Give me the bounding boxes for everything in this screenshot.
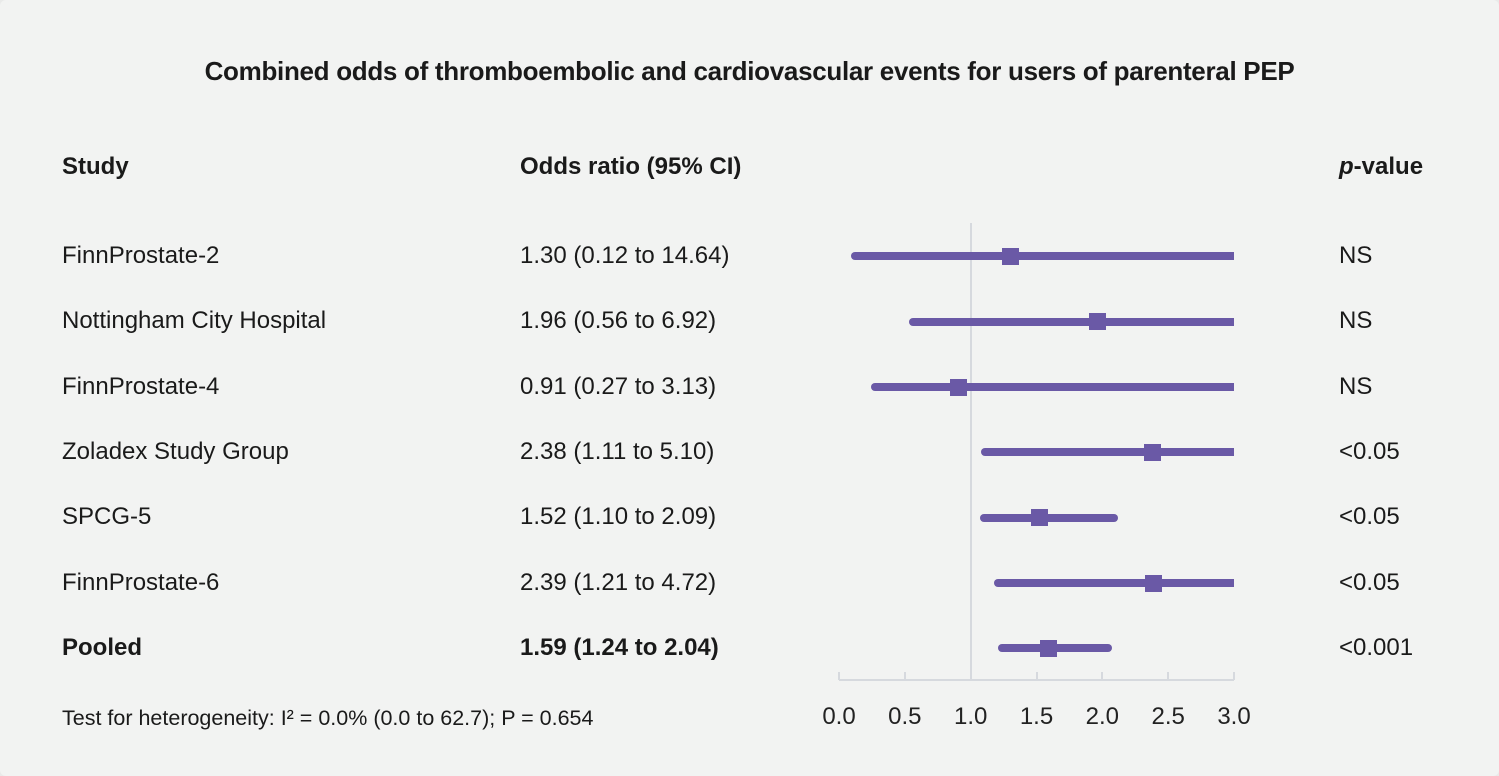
x-axis-tick-label: 0.5 xyxy=(888,703,922,730)
p-value: <0.05 xyxy=(1339,569,1400,596)
study-label: FinnProstate-4 xyxy=(62,373,220,400)
study-label: Pooled xyxy=(62,634,143,661)
study-label: SPCG-5 xyxy=(62,503,152,530)
odds-ratio-value: 1.96 (0.56 to 6.92) xyxy=(520,307,717,334)
column-header-odds-ratio: Odds ratio (95% CI) xyxy=(520,153,742,180)
p-value: NS xyxy=(1339,373,1373,400)
study-label: FinnProstate-2 xyxy=(62,242,220,269)
table-row: SPCG-5 1.52 (1.10 to 2.09) <0.05 xyxy=(0,502,1499,532)
table-row-pooled: Pooled 1.59 (1.24 to 2.04) <0.001 xyxy=(0,633,1499,663)
table-row: Nottingham City Hospital 1.96 (0.56 to 6… xyxy=(0,306,1499,336)
odds-ratio-value: 2.38 (1.11 to 5.10) xyxy=(520,438,715,465)
odds-ratio-value: 1.30 (0.12 to 14.64) xyxy=(520,242,730,269)
column-header-p-value: p-value xyxy=(1339,152,1423,182)
x-axis-line xyxy=(839,679,1234,681)
study-label: FinnProstate-6 xyxy=(62,569,220,596)
table-row: FinnProstate-4 0.91 (0.27 to 3.13) NS xyxy=(0,372,1499,402)
x-axis-tick-label: 1.0 xyxy=(953,703,988,730)
table-row: FinnProstate-6 2.39 (1.21 to 4.72) <0.05 xyxy=(0,568,1499,598)
p-value-header-italic-p: p xyxy=(1339,153,1354,180)
p-value: <0.05 xyxy=(1339,503,1400,530)
study-label: Zoladex Study Group xyxy=(62,438,289,465)
p-value: NS xyxy=(1339,307,1373,334)
odds-ratio-value: 1.59 (1.24 to 2.04) xyxy=(520,634,719,661)
table-row: FinnProstate-2 1.30 (0.12 to 14.64) NS xyxy=(0,241,1499,271)
x-axis-tick-label: 2.0 xyxy=(1085,703,1120,730)
p-value-header-rest: -value xyxy=(1353,153,1424,180)
heterogeneity-note: Test for heterogeneity: I² = 0.0% (0.0 t… xyxy=(62,706,594,730)
study-label: Nottingham City Hospital xyxy=(62,307,327,334)
x-axis-tick-label: 0.0 xyxy=(822,703,856,730)
x-axis-tick xyxy=(1233,672,1235,680)
x-axis-tick-label: 2.5 xyxy=(1151,703,1185,730)
x-axis-tick xyxy=(1167,672,1170,680)
p-value: NS xyxy=(1339,242,1373,269)
x-axis-tick xyxy=(838,672,840,680)
x-axis-tick-label: 1.5 xyxy=(1019,703,1054,730)
x-axis-tick xyxy=(1101,672,1104,680)
table-row: Zoladex Study Group 2.38 (1.11 to 5.10) … xyxy=(0,437,1499,467)
x-axis-tick xyxy=(1035,672,1038,680)
x-axis-tick xyxy=(969,672,972,680)
x-axis-tick-label: 3.0 xyxy=(1217,703,1251,730)
x-axis-tick xyxy=(903,672,906,680)
odds-ratio-value: 0.91 (0.27 to 3.13) xyxy=(520,373,717,400)
column-header-study: Study xyxy=(62,153,129,180)
chart-title: Combined odds of thromboembolic and card… xyxy=(204,56,1295,86)
odds-ratio-value: 2.39 (1.21 to 4.72) xyxy=(520,569,717,596)
p-value: <0.001 xyxy=(1339,634,1414,661)
p-value: <0.05 xyxy=(1339,438,1400,465)
odds-ratio-value: 1.52 (1.10 to 2.09) xyxy=(520,503,717,530)
